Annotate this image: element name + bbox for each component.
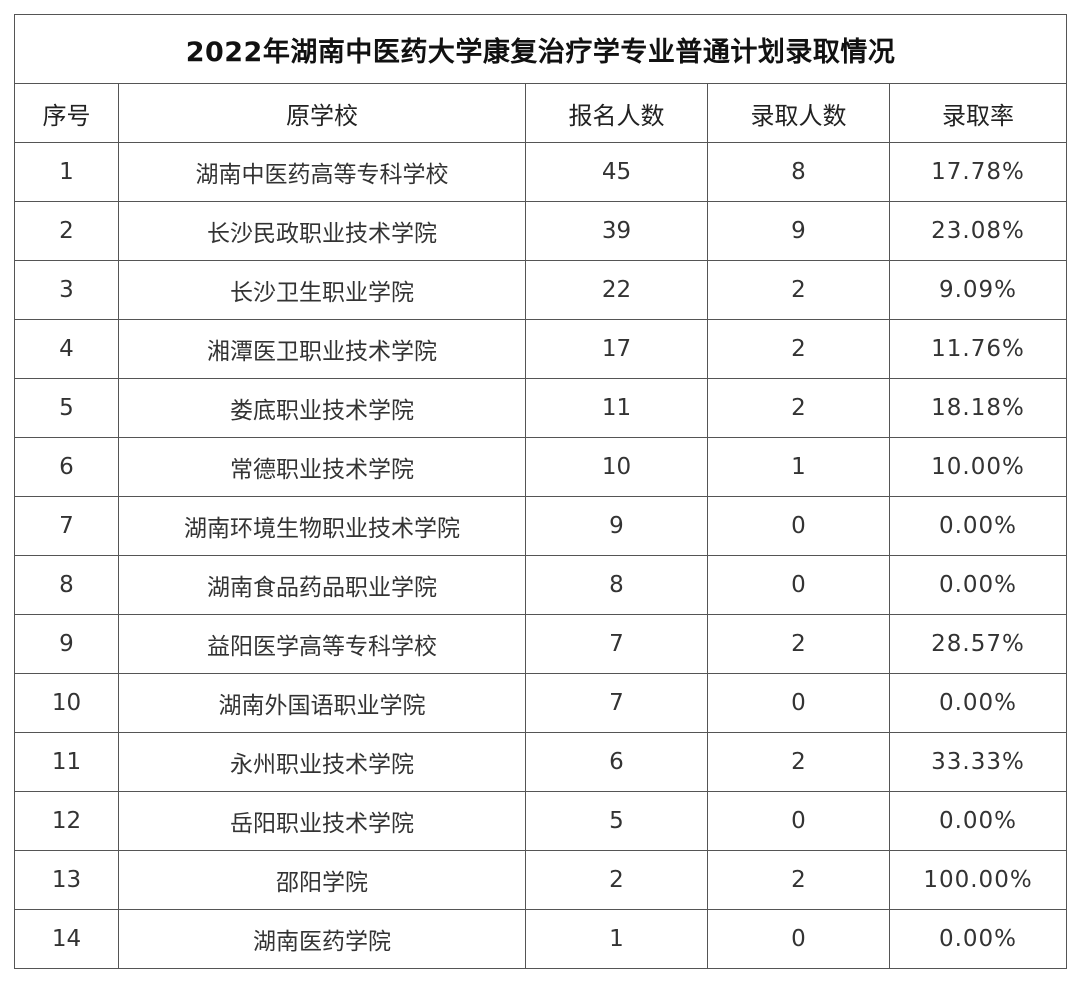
cell-admitted: 9 xyxy=(707,201,890,261)
cell-registered: 1 xyxy=(525,909,708,969)
table-row: 8 湖南食品药品职业学院 8 0 0.00% xyxy=(14,555,1068,615)
cell-no: 11 xyxy=(14,732,119,792)
table-row: 11 永州职业技术学院 6 2 33.33% xyxy=(14,732,1068,792)
header-admitted: 录取人数 xyxy=(707,83,890,143)
table-title: 2022年湖南中医药大学康复治疗学专业普通计划录取情况 xyxy=(13,14,1068,84)
cell-admitted: 2 xyxy=(707,732,890,792)
cell-registered: 39 xyxy=(525,201,708,261)
cell-school: 湖南食品药品职业学院 xyxy=(118,555,526,615)
cell-no: 1 xyxy=(14,142,119,202)
cell-registered: 6 xyxy=(525,732,708,792)
cell-school: 湖南外国语职业学院 xyxy=(118,673,526,733)
cell-registered: 2 xyxy=(525,850,708,910)
table-body: 1 湖南中医药高等专科学校 45 8 17.78% 2 长沙民政职业技术学院 39 9 23.08… xyxy=(14,142,1068,969)
cell-school: 长沙民政职业技术学院 xyxy=(118,201,526,261)
table-row: 13 邵阳学院 2 2 100.00% xyxy=(14,850,1068,910)
cell-school: 永州职业技术学院 xyxy=(118,732,526,792)
cell-no: 10 xyxy=(14,673,119,733)
cell-registered: 9 xyxy=(525,496,708,556)
cell-school: 湘潭医卫职业技术学院 xyxy=(118,319,526,379)
cell-school: 湖南医药学院 xyxy=(118,909,526,969)
cell-rate: 9.09% xyxy=(888,260,1068,320)
cell-school: 长沙卫生职业学院 xyxy=(118,260,526,320)
header-no: 序号 xyxy=(14,83,119,143)
header-rate: 录取率 xyxy=(888,83,1068,143)
cell-no: 7 xyxy=(14,496,119,556)
cell-rate: 28.57% xyxy=(888,614,1068,674)
cell-no: 8 xyxy=(14,555,119,615)
cell-registered: 45 xyxy=(525,142,708,202)
table-header-row: 序号 原学校 报名人数 录取人数 录取率 xyxy=(14,83,1068,143)
cell-admitted: 0 xyxy=(707,673,890,733)
cell-rate: 17.78% xyxy=(888,142,1068,202)
table-row: 14 湖南医药学院 1 0 0.00% xyxy=(14,909,1068,969)
cell-registered: 22 xyxy=(525,260,708,320)
cell-school: 常德职业技术学院 xyxy=(118,437,526,497)
cell-registered: 10 xyxy=(525,437,708,497)
cell-rate: 0.00% xyxy=(888,673,1068,733)
header-registered: 报名人数 xyxy=(525,83,708,143)
cell-rate: 10.00% xyxy=(888,437,1068,497)
table-row: 6 常德职业技术学院 10 1 10.00% xyxy=(14,437,1068,497)
cell-no: 12 xyxy=(14,791,119,851)
cell-rate: 0.00% xyxy=(888,555,1068,615)
header-school: 原学校 xyxy=(118,83,526,143)
table-row: 5 娄底职业技术学院 11 2 18.18% xyxy=(14,378,1068,438)
cell-registered: 7 xyxy=(525,673,708,733)
table-row: 2 长沙民政职业技术学院 39 9 23.08% xyxy=(14,201,1068,261)
cell-no: 3 xyxy=(14,260,119,320)
cell-school: 邵阳学院 xyxy=(118,850,526,910)
table-row: 1 湖南中医药高等专科学校 45 8 17.78% xyxy=(14,142,1068,202)
cell-registered: 7 xyxy=(525,614,708,674)
cell-school: 湖南环境生物职业技术学院 xyxy=(118,496,526,556)
cell-admitted: 2 xyxy=(707,319,890,379)
admission-table: 2022年湖南中医药大学康复治疗学专业普通计划录取情况 序号 原学校 报名人数 … xyxy=(13,14,1068,969)
table-row: 12 岳阳职业技术学院 5 0 0.00% xyxy=(14,791,1068,851)
cell-registered: 8 xyxy=(525,555,708,615)
cell-registered: 5 xyxy=(525,791,708,851)
cell-admitted: 2 xyxy=(707,260,890,320)
cell-registered: 17 xyxy=(525,319,708,379)
table-row: 4 湘潭医卫职业技术学院 17 2 11.76% xyxy=(14,319,1068,379)
cell-no: 13 xyxy=(14,850,119,910)
cell-admitted: 0 xyxy=(707,909,890,969)
cell-no: 5 xyxy=(14,378,119,438)
cell-school: 湖南中医药高等专科学校 xyxy=(118,142,526,202)
cell-admitted: 2 xyxy=(707,850,890,910)
cell-no: 2 xyxy=(14,201,119,261)
table-row: 9 益阳医学高等专科学校 7 2 28.57% xyxy=(14,614,1068,674)
cell-school: 娄底职业技术学院 xyxy=(118,378,526,438)
cell-admitted: 1 xyxy=(707,437,890,497)
cell-rate: 0.00% xyxy=(888,496,1068,556)
cell-no: 9 xyxy=(14,614,119,674)
admission-table-sheet: 2022年湖南中医药大学康复治疗学专业普通计划录取情况 序号 原学校 报名人数 … xyxy=(13,14,1068,982)
cell-school: 益阳医学高等专科学校 xyxy=(118,614,526,674)
cell-admitted: 0 xyxy=(707,555,890,615)
cell-school: 岳阳职业技术学院 xyxy=(118,791,526,851)
cell-rate: 33.33% xyxy=(888,732,1068,792)
cell-registered: 11 xyxy=(525,378,708,438)
table-row: 3 长沙卫生职业学院 22 2 9.09% xyxy=(14,260,1068,320)
cell-admitted: 2 xyxy=(707,378,890,438)
cell-rate: 100.00% xyxy=(888,850,1068,910)
cell-admitted: 8 xyxy=(707,142,890,202)
cell-no: 4 xyxy=(14,319,119,379)
cell-rate: 23.08% xyxy=(888,201,1068,261)
cell-admitted: 0 xyxy=(707,791,890,851)
table-title-row: 2022年湖南中医药大学康复治疗学专业普通计划录取情况 xyxy=(13,14,1068,84)
cell-admitted: 2 xyxy=(707,614,890,674)
cell-admitted: 0 xyxy=(707,496,890,556)
cell-no: 6 xyxy=(14,437,119,497)
cell-rate: 18.18% xyxy=(888,378,1068,438)
cell-rate: 0.00% xyxy=(888,791,1068,851)
cell-rate: 0.00% xyxy=(888,909,1068,969)
cell-no: 14 xyxy=(14,909,119,969)
table-row: 7 湖南环境生物职业技术学院 9 0 0.00% xyxy=(14,496,1068,556)
cell-rate: 11.76% xyxy=(888,319,1068,379)
table-row: 10 湖南外国语职业学院 7 0 0.00% xyxy=(14,673,1068,733)
